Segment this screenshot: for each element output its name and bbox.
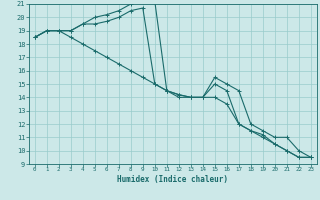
X-axis label: Humidex (Indice chaleur): Humidex (Indice chaleur) <box>117 175 228 184</box>
